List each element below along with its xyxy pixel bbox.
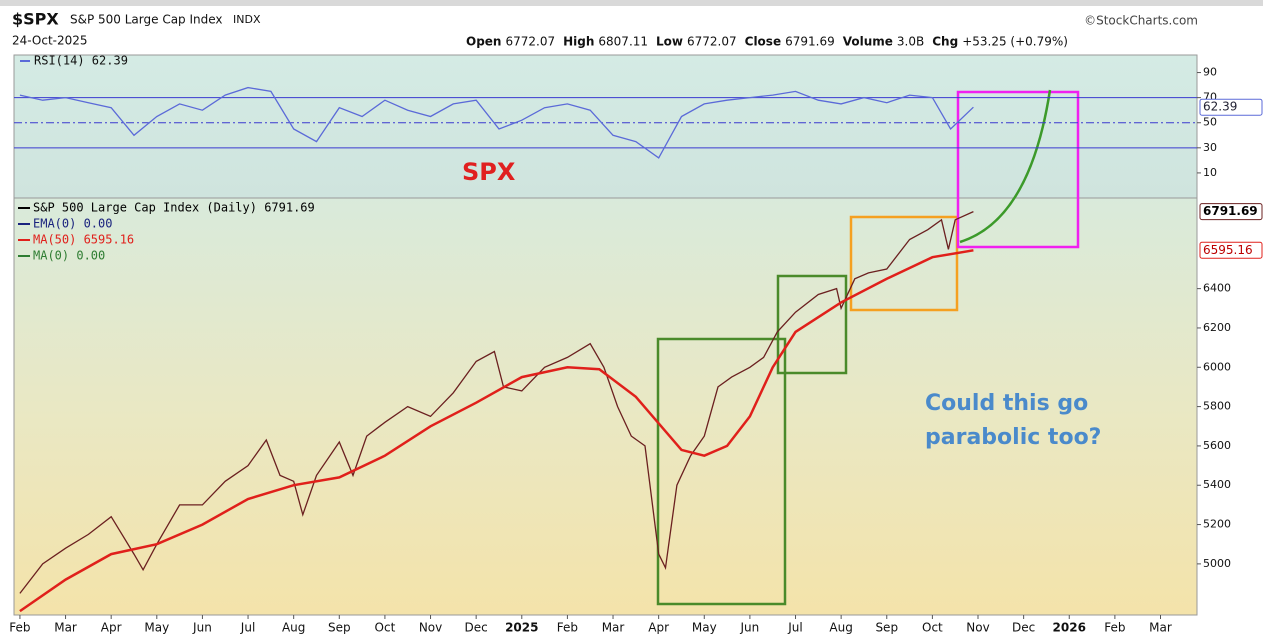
- x-tick-label: Feb: [9, 621, 30, 635]
- exchange: INDX: [233, 13, 261, 26]
- annotations: [656, 89, 1080, 606]
- y-tick-label: 30: [1203, 141, 1217, 154]
- series-line: [19, 86, 974, 159]
- panel-annotation: SPX: [462, 158, 516, 186]
- x-tick-label: May: [144, 621, 169, 635]
- y-tick-label: 5800: [1203, 400, 1231, 413]
- value-box-label: 6791.69: [1203, 204, 1258, 218]
- legend-entry: S&P 500 Large Cap Index (Daily) 6791.69: [33, 201, 315, 215]
- top-strip: [0, 0, 1263, 6]
- quote-label: Chg: [932, 35, 958, 49]
- x-tick-label: Feb: [557, 621, 578, 635]
- x-tick-label: Mar: [1149, 621, 1172, 635]
- quote-value: +53.25 (+0.79%): [962, 35, 1068, 49]
- legend-entry: EMA(0) 0.00: [33, 217, 112, 231]
- quote-value: 6772.07: [505, 35, 555, 49]
- quote-label: Close: [745, 35, 781, 49]
- x-tick-label: Apr: [101, 621, 122, 635]
- y-tick-label: 5000: [1203, 557, 1231, 570]
- quote-value: 6791.69: [785, 35, 835, 49]
- x-tick-label: May: [692, 621, 717, 635]
- value-box: [1199, 98, 1263, 116]
- x-tick-label: 2025: [505, 621, 538, 635]
- y-tick-label: 6400: [1203, 282, 1231, 295]
- series-line: [19, 211, 974, 594]
- x-tick-label: Jul: [787, 621, 802, 635]
- y-tick-label: 10: [1203, 166, 1217, 179]
- x-tick-label: Mar: [602, 621, 625, 635]
- x-tick-label: Nov: [966, 621, 989, 635]
- y-tick-label: 5600: [1203, 439, 1231, 452]
- x-tick-label: Aug: [829, 621, 852, 635]
- x-tick-label: Jun: [192, 621, 212, 635]
- value-box-label: 62.39: [1203, 100, 1237, 114]
- value-box: [1199, 203, 1263, 221]
- y-tick-label: 6000: [1203, 360, 1231, 373]
- value-box: [1199, 241, 1263, 259]
- quote-label: High: [563, 35, 594, 49]
- x-tick-label: Sep: [328, 621, 351, 635]
- quote-value: 6807.11: [598, 35, 648, 49]
- y-tick-label: 6200: [1203, 321, 1231, 334]
- y-tick-label: 50: [1203, 116, 1217, 129]
- x-tick-label: Dec: [465, 621, 488, 635]
- x-tick-label: Dec: [1012, 621, 1035, 635]
- legend-entry: MA(0) 0.00: [33, 249, 105, 263]
- legend-title: RSI(14) 62.39: [34, 54, 128, 68]
- quote-label: Volume: [843, 35, 893, 49]
- x-tick-label: Mar: [54, 621, 77, 635]
- x-tick-label: Oct: [922, 621, 943, 635]
- value-box-label: 6595.16: [1203, 243, 1253, 257]
- legend-entry: MA(50) 6595.16: [33, 233, 134, 247]
- x-tick-label: Sep: [875, 621, 898, 635]
- series-line: [19, 249, 974, 613]
- quote-value: 3.0B: [897, 35, 924, 49]
- y-tick-label: 5200: [1203, 518, 1231, 531]
- source: ©StockCharts.com: [1084, 14, 1198, 28]
- price-panel: [13, 197, 1198, 616]
- index-name: S&P 500 Large Cap Index: [70, 13, 223, 27]
- symbol: $SPX: [12, 10, 59, 29]
- quote-label: Low: [656, 35, 683, 49]
- quote-label: Open: [466, 35, 501, 49]
- x-tick-label: Nov: [419, 621, 442, 635]
- x-tick-label: Feb: [1104, 621, 1125, 635]
- date: 24-Oct-2025: [12, 34, 88, 48]
- x-tick-label: Aug: [282, 621, 305, 635]
- y-tick-label: 90: [1203, 66, 1217, 79]
- x-tick-label: Jul: [240, 621, 255, 635]
- x-tick-label: Oct: [375, 621, 396, 635]
- y-tick-label: 5400: [1203, 478, 1231, 491]
- x-tick-label: Jun: [740, 621, 760, 635]
- x-tick-label: Apr: [648, 621, 669, 635]
- panel-annotation: Could this go parabolic too?: [925, 391, 1101, 450]
- x-tick-label: 2026: [1053, 621, 1086, 635]
- quote-value: 6772.07: [687, 35, 737, 49]
